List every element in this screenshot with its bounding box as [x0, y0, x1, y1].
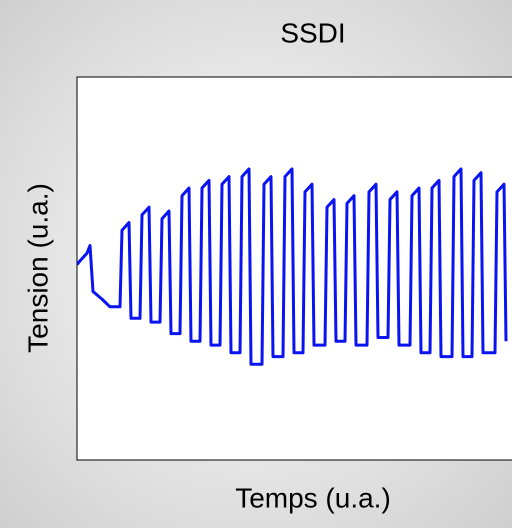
data-line [77, 167, 508, 366]
plot [77, 167, 508, 366]
chart-title: SSDI [280, 17, 345, 48]
x-axis-label: Temps (u.a.) [235, 482, 391, 513]
y-axis-label: Tension (u.a.) [22, 183, 53, 353]
